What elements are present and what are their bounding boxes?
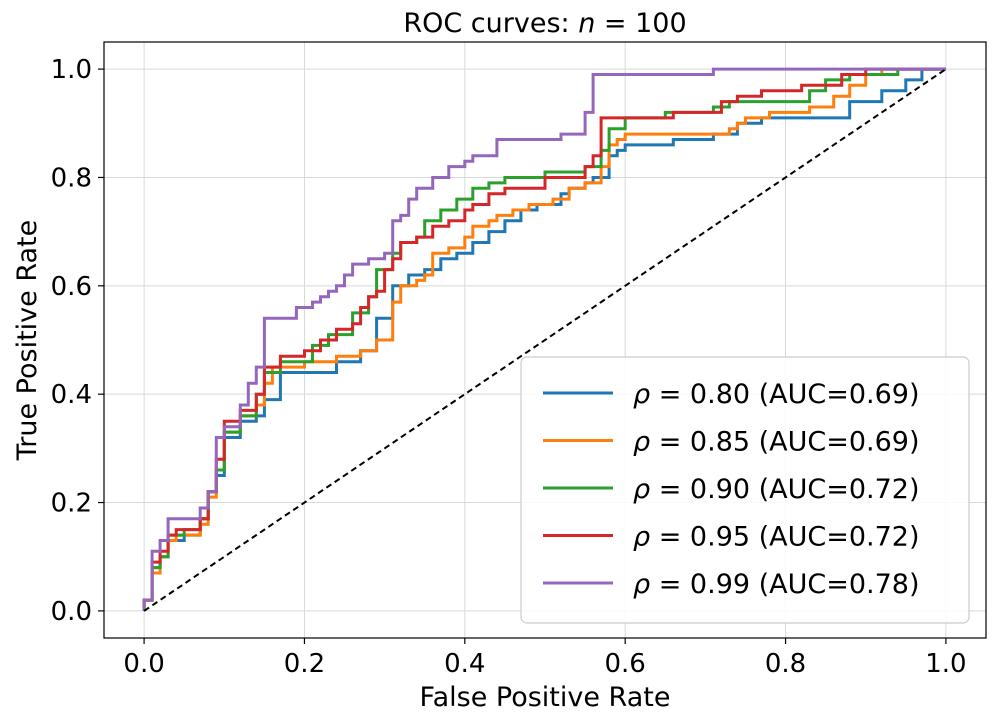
x-tick-label: 0.4 [444,649,485,679]
roc-curve-5 [142,67,946,611]
y-tick-label: 1.0 [51,55,92,85]
y-tick-label: 0.0 [51,597,92,627]
legend-label: ρ = 0.99 (AUC=0.78) [633,569,920,600]
x-axis-label: False Positive Rate [420,682,671,713]
legend-box [520,356,970,624]
legend-label: ρ = 0.85 (AUC=0.69) [633,427,920,458]
plot-frame [103,41,987,639]
y-tick-label: 0.2 [51,489,92,519]
chart-title: ROC curves: n = 100 [403,8,686,39]
x-tick-label: 1.0 [925,649,966,679]
x-tick-label: 0.0 [123,649,164,679]
legend: ρ = 0.80 (AUC=0.69) ρ = 0.85 (AUC=0.69) ρ … [520,356,970,624]
x-tick-label: 0.8 [765,649,806,679]
y-axis-label: True Positive Rate [12,220,43,462]
series-layer [142,67,947,612]
x-tick-label: 0.2 [284,649,325,679]
legend-label: ρ = 0.95 (AUC=0.72) [633,522,920,553]
x-tick-label: 0.6 [605,649,646,679]
y-tick-label: 0.4 [51,380,92,410]
chance-diagonal-line [143,68,947,612]
y-tick-label: 0.8 [51,163,92,193]
legend-label: ρ = 0.80 (AUC=0.69) [633,379,920,410]
ticks: 0.0 0.2 0.4 0.6 0.8 1.0 0.0 0.2 0.4 0.6 0.8 1.0 [51,55,967,679]
legend-label: ρ = 0.90 (AUC=0.72) [633,474,920,505]
y-tick-label: 0.6 [51,272,92,302]
